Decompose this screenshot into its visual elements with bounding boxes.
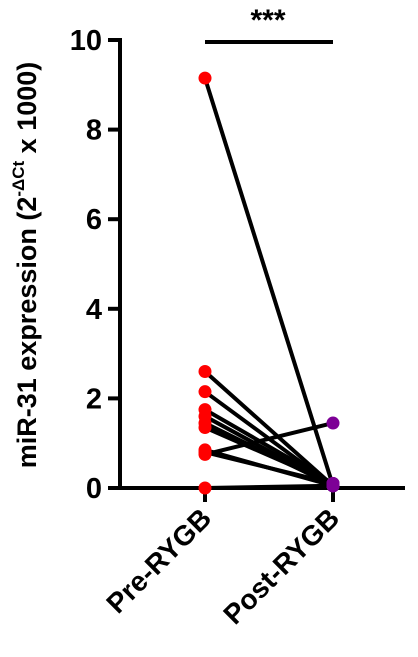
y-axis-label-superscript: -ΔCt — [9, 160, 28, 196]
y-tick-label-10: 10 — [70, 25, 102, 57]
point-post-10 — [326, 479, 340, 493]
pair-line-0 — [203, 76, 335, 488]
x-tick-label-0: Pre-RYGB — [100, 502, 217, 619]
y-tick-label-2: 2 — [86, 383, 102, 415]
y-axis-label: miR-31 expression (2-ΔCt x 1000) — [9, 62, 42, 469]
pair-line-9 — [203, 421, 335, 457]
point-pre-6 — [198, 421, 212, 435]
y-tick-label-0: 0 — [86, 473, 102, 505]
significance-stars: *** — [250, 4, 285, 37]
pair-line-1 — [203, 369, 335, 488]
x-tick-label-1: Post-RYGB — [217, 502, 345, 630]
point-pre-10 — [198, 481, 212, 495]
point-pre-1 — [198, 365, 212, 379]
point-pre-2 — [198, 385, 212, 399]
point-pre-0 — [198, 71, 212, 85]
point-pre-9 — [198, 447, 212, 461]
point-post-9 — [326, 416, 340, 430]
pair-line-3 — [203, 407, 335, 486]
y-tick-label-8: 8 — [86, 115, 102, 147]
y-tick-label-6: 6 — [86, 204, 102, 236]
pair-line-8 — [203, 450, 335, 486]
pair-line-6 — [203, 425, 335, 486]
y-tick-label-4: 4 — [86, 294, 102, 326]
plot-area: 0 2 4 6 8 10 Pre-RYGB Post-RYGB — [70, 25, 405, 630]
